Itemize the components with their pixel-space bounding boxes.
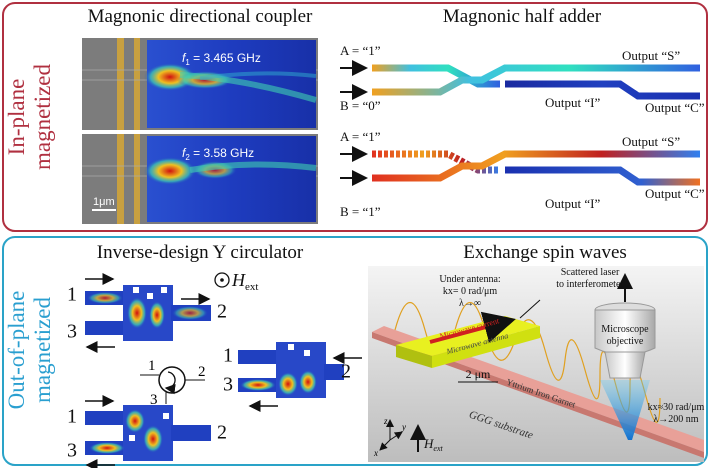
panel-label: In-plane magnetized	[4, 64, 55, 171]
shape	[85, 411, 125, 425]
shape	[147, 293, 153, 299]
shape	[134, 38, 140, 130]
text-part: ext	[245, 281, 258, 293]
port-label: 2	[198, 364, 206, 380]
panel-label-line: In-plane	[4, 79, 29, 156]
shape	[372, 154, 700, 178]
output-label: Output “I”	[545, 95, 600, 110]
port-label: 2	[217, 422, 227, 444]
shape	[85, 321, 125, 335]
panel-label-line: magnetized	[30, 64, 55, 171]
port-label: 1	[223, 345, 233, 367]
input-label: B = “0”	[340, 98, 381, 113]
shape	[133, 287, 139, 293]
output-label: Output “S”	[622, 134, 680, 149]
port-label: 2	[217, 301, 227, 323]
port-label: 3	[150, 392, 158, 408]
width-label: 2 μm	[466, 367, 491, 381]
port-label: 2	[341, 361, 351, 383]
shape	[125, 409, 145, 433]
panel-label: Out-of-plane magnetized	[4, 291, 55, 410]
subfigure-title: Magnonic half adder	[443, 6, 602, 27]
circulator-symbol: 1 2 3	[140, 358, 206, 408]
shape	[238, 350, 278, 364]
axis-label: z	[383, 416, 388, 426]
shape	[166, 372, 175, 388]
panel-label-line: Out-of-plane	[4, 291, 29, 410]
shape	[163, 413, 169, 419]
frequency-label: f1 = 3.465 GHz	[182, 51, 261, 67]
axis-label: x	[373, 448, 378, 458]
text-part: H	[231, 270, 246, 290]
frequency-label: f2 = 3.58 GHz	[182, 146, 254, 162]
half-adder-case	[340, 68, 700, 96]
coupler-images	[82, 38, 318, 224]
note-line: Scattered laser	[561, 267, 620, 278]
note-line: Microscope	[601, 324, 649, 335]
port-label: 3	[223, 374, 233, 396]
shape	[129, 435, 135, 441]
note-line: to interferometer	[556, 279, 624, 290]
shape	[134, 134, 140, 224]
panel-label-line: magnetized	[30, 297, 55, 404]
shape	[605, 352, 645, 378]
shape	[159, 367, 185, 393]
scale-bar-label: 1μm	[93, 196, 115, 208]
shape	[117, 38, 124, 130]
note-line: λ→200 nm	[653, 414, 698, 425]
shape	[171, 425, 211, 441]
shape	[149, 301, 165, 329]
shape	[143, 425, 163, 453]
shape	[299, 370, 317, 394]
exchange-scene	[368, 266, 704, 462]
shape	[127, 297, 147, 329]
subfigure-title: Inverse-design Y circulator	[97, 242, 304, 263]
text-part: = 3.465 GHz	[190, 51, 261, 65]
shape	[240, 379, 276, 391]
input-label: B = “1”	[340, 204, 381, 219]
port-label: 3	[67, 440, 77, 462]
output-label: Output “I”	[545, 196, 600, 211]
text-part: ext	[433, 444, 443, 453]
half-adder-case	[340, 154, 700, 182]
output-label: Output “S”	[622, 48, 680, 63]
shape	[85, 401, 211, 465]
input-label: A = “1”	[340, 43, 381, 58]
subfigure-title: Exchange spin waves	[463, 242, 627, 263]
port-label: 1	[67, 284, 77, 306]
shape	[304, 350, 310, 356]
field-label: Hext	[231, 270, 258, 293]
field-symbol: Hext	[215, 270, 258, 293]
subfigure-title: Magnonic directional coupler	[88, 6, 313, 27]
shape	[85, 279, 211, 347]
shape	[288, 344, 294, 350]
shape	[372, 68, 700, 92]
shape	[278, 372, 298, 396]
note-line: Under antenna:	[439, 274, 500, 285]
page: In-plane magnetized Magnonic directional…	[0, 0, 711, 468]
input-label: A = “1”	[340, 129, 381, 144]
note-line: kx= 0 rad/μm	[443, 286, 498, 297]
output-label: Output “C”	[645, 100, 705, 115]
output-label: Output “C”	[645, 186, 705, 201]
shape	[161, 287, 167, 293]
shape	[172, 306, 208, 320]
port-label: 1	[148, 358, 156, 374]
axis-label: y	[401, 422, 406, 432]
port-label: 3	[67, 321, 77, 343]
note-line: kx≈30 rad/μm	[648, 402, 705, 413]
text-part: = 3.58 GHz	[190, 146, 254, 160]
note-line: objective	[607, 336, 644, 347]
shape	[220, 278, 224, 282]
note-line: λ→∞	[459, 298, 481, 309]
shape	[117, 134, 124, 224]
text-part: H	[423, 436, 434, 451]
shape	[89, 442, 125, 454]
shape	[87, 292, 123, 304]
port-label: 1	[67, 406, 77, 428]
figure: In-plane magnetized Magnonic directional…	[0, 0, 711, 468]
